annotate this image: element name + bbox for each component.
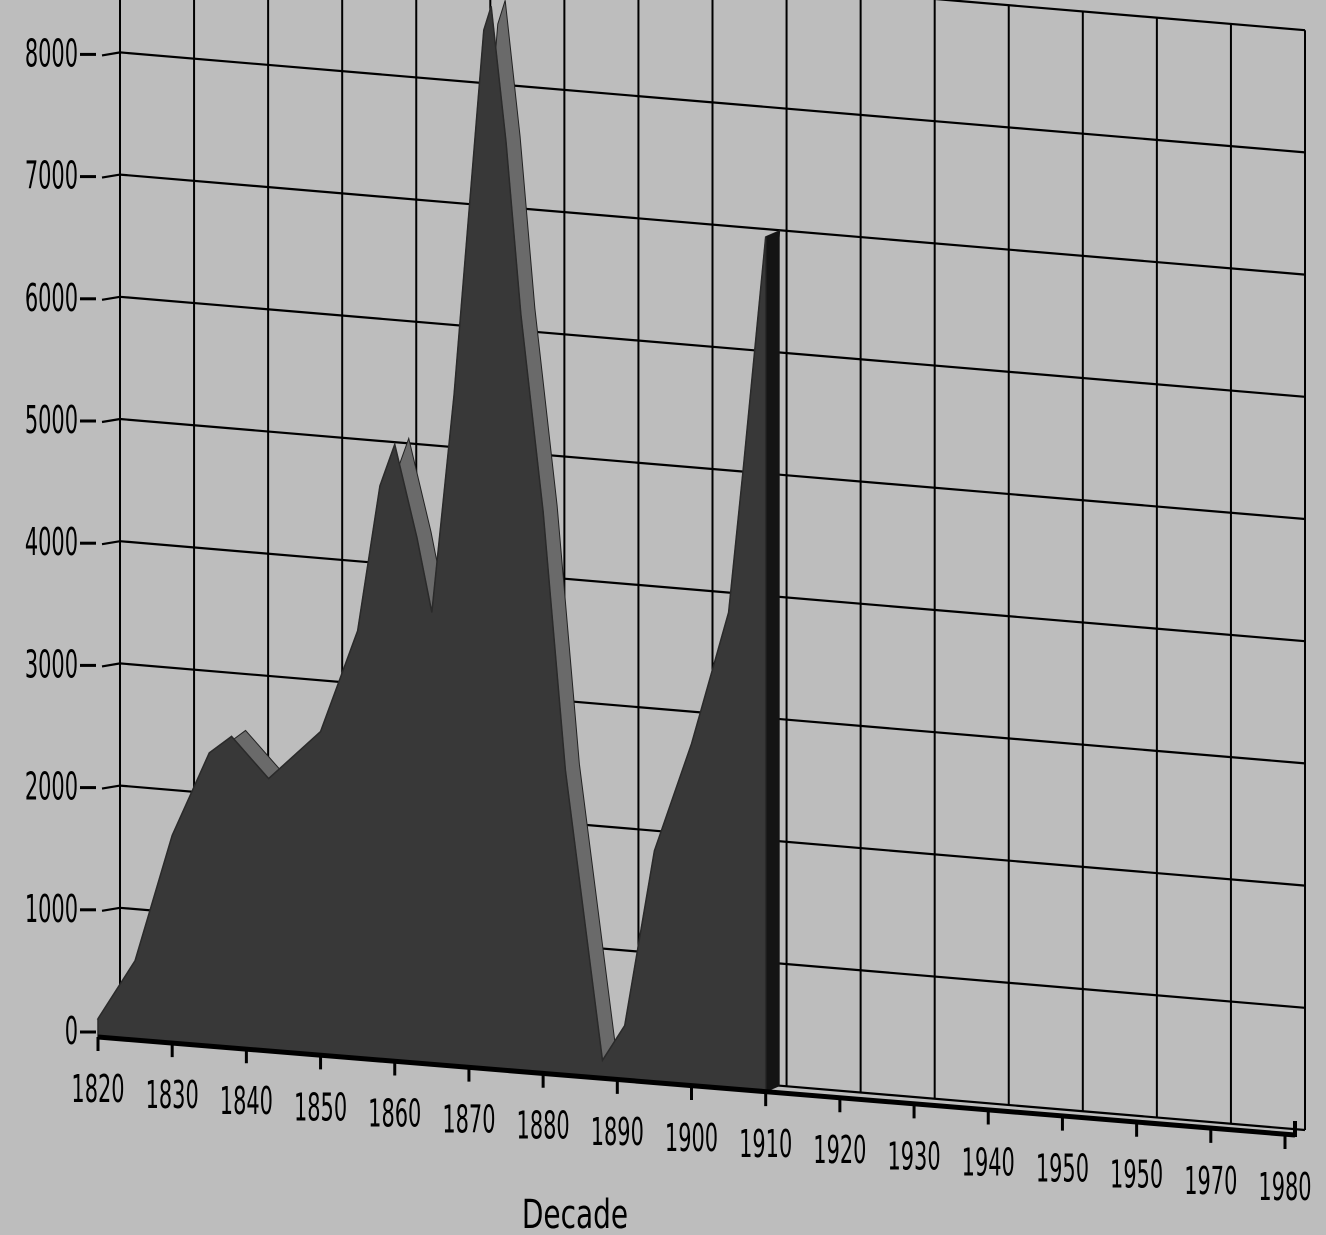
y-tick-label: 4000: [25, 522, 78, 565]
x-tick-label: 1940: [962, 1142, 1015, 1185]
area-series: [96, 0, 781, 1093]
x-tick-label: 1860: [368, 1093, 421, 1136]
x-tick-label: 1820: [71, 1069, 124, 1112]
y-tick-label: 1000: [25, 888, 78, 931]
y-tick-label: 0: [65, 1011, 78, 1054]
x-tick-label: 1900: [665, 1118, 718, 1161]
y-tick-label: 8000: [25, 33, 78, 76]
x-tick-label: 1930: [887, 1136, 940, 1179]
horizontal-gridline: [101, 173, 1306, 276]
y-tick-label: 5000: [25, 400, 78, 443]
x-tick-label: 1970: [1184, 1160, 1237, 1203]
x-tick-label: 1850: [294, 1087, 347, 1130]
y-tick-label: 7000: [25, 155, 78, 198]
horizontal-gridline: [101, 295, 1306, 398]
x-tick-label: 1870: [442, 1099, 495, 1142]
horizontal-gridline: [101, 540, 1306, 643]
x-axis-title: Decade: [522, 1192, 628, 1235]
x-axis-line: [97, 1034, 1296, 1138]
y-tick-label: 2000: [25, 766, 78, 809]
x-axis-floor: [97, 1034, 1297, 1138]
horizontal-gridline: [101, 51, 1306, 154]
x-tick-label: 1890: [591, 1111, 644, 1154]
x-tick-label: 1910: [739, 1124, 792, 1167]
x-tick-label: 1950: [1110, 1154, 1163, 1197]
x-tick-label: 1950: [1036, 1148, 1089, 1191]
y-axis-ticks: 0100020003000400050006000700080009000: [25, 33, 96, 1054]
x-tick-label: 1920: [813, 1130, 866, 1173]
horizontal-gridline: [101, 417, 1306, 521]
area-face: [97, 6, 767, 1093]
x-tick-label: 1980: [1258, 1167, 1311, 1210]
x-tick-label: 1880: [517, 1105, 570, 1148]
x-tick-label: 1840: [220, 1081, 273, 1124]
y-tick-label: 6000: [25, 277, 78, 320]
y-tick-label: 3000: [25, 644, 78, 687]
x-tick-label: 1830: [146, 1075, 199, 1118]
horizontal-gridline: [934, 0, 1306, 32]
x-axis-ticks: 1820 1830 1840 1850 1860 1870 1880 1890 1900 1910…: [71, 1037, 1312, 1210]
area-end-cap: [765, 230, 780, 1093]
